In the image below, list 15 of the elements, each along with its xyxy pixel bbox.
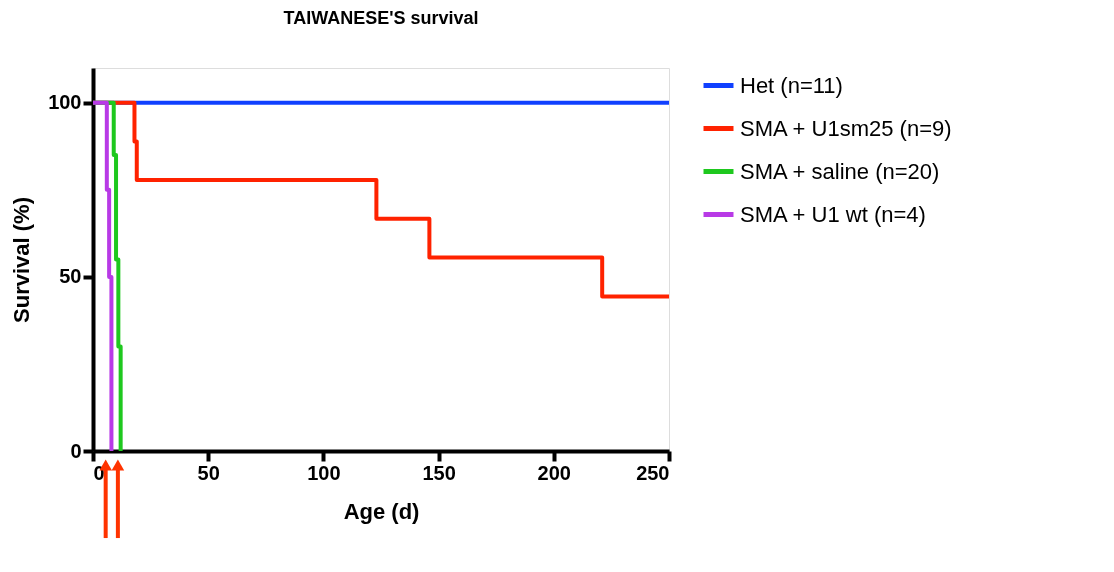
x-tick-label: 150	[422, 461, 456, 484]
y-tick-label: 100	[48, 91, 82, 114]
legend-label: SMA + saline (n=20)	[740, 158, 940, 184]
x-tick-label: 250	[636, 461, 670, 484]
chart-title: TAIWANESE'S survival	[283, 8, 479, 28]
x-tick-label: 50	[197, 461, 220, 484]
y-tick-label: 50	[59, 265, 82, 288]
x-tick-label: 100	[307, 461, 341, 484]
x-tick-label: 200	[537, 461, 571, 484]
legend-label: SMA + U1 wt (n=4)	[740, 201, 926, 227]
legend-label: Het (n=11)	[740, 72, 843, 98]
y-axis-title: Survival (%)	[9, 197, 35, 323]
x-axis-title: Age (d)	[343, 498, 420, 524]
y-tick-label: 0	[70, 439, 82, 462]
legend-label: SMA + U1sm25 (n=9)	[740, 115, 952, 141]
